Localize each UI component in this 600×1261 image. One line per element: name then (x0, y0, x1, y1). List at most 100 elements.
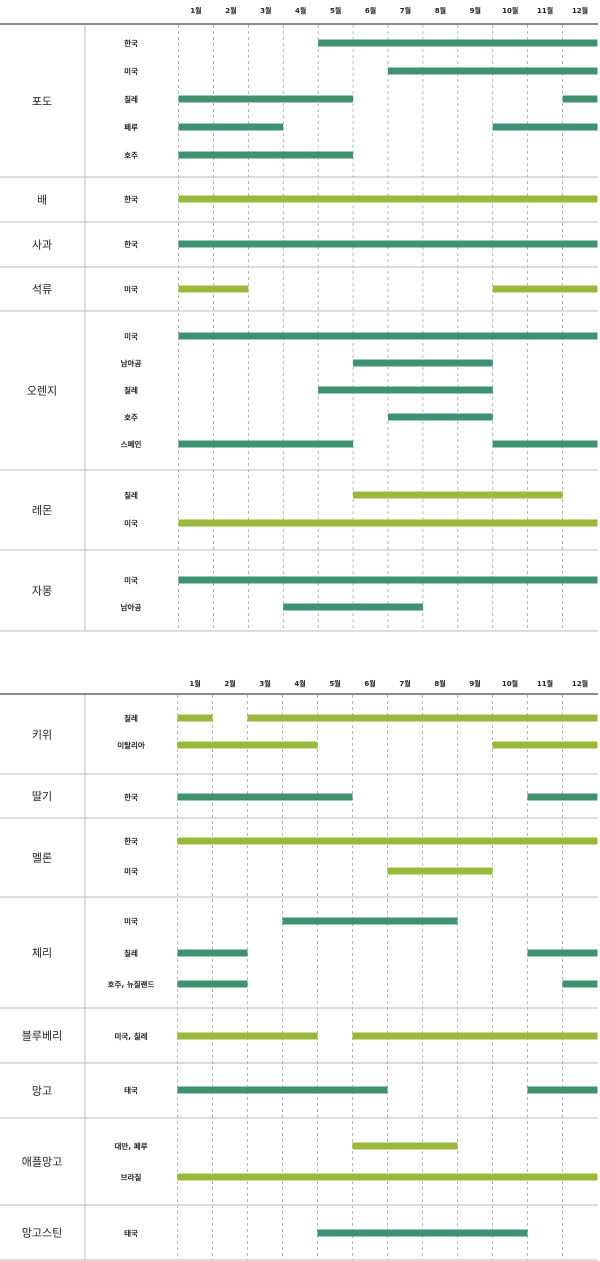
month-label: 9월 (470, 6, 481, 15)
season-bar (178, 240, 598, 248)
month-label: 2월 (224, 679, 235, 688)
season-bar (177, 741, 318, 749)
country-label: 미국 (124, 284, 138, 294)
fruit-label: 체리 (32, 947, 52, 960)
country-label: 스페인 (121, 439, 142, 449)
season-bar (282, 917, 458, 925)
month-label: 1월 (189, 679, 200, 688)
country-label: 미국 (124, 331, 138, 341)
season-bar (527, 1086, 598, 1094)
country-label: 페루 (124, 122, 138, 132)
season-bar (492, 741, 598, 749)
country-label: 미국, 칠레 (114, 1031, 147, 1041)
month-label: 4월 (295, 6, 306, 15)
month-label: 4월 (294, 679, 305, 688)
country-label: 남아공 (121, 602, 142, 612)
season-bar (562, 95, 598, 103)
country-label: 한국 (124, 239, 138, 249)
country-label: 호주 (124, 412, 138, 422)
season-bar (178, 440, 354, 448)
country-label: 칠레 (124, 948, 138, 958)
country-label: 이탈리아 (117, 740, 145, 750)
country-label: 한국 (124, 792, 138, 802)
fruit-label: 자몽 (32, 585, 52, 598)
month-label: 1월 (190, 6, 201, 15)
month-label: 8월 (434, 679, 445, 688)
season-bar (562, 980, 598, 988)
fruit-label: 석류 (32, 283, 52, 296)
season-bar (387, 867, 493, 875)
month-label: 12월 (572, 6, 588, 15)
season-bar (177, 1086, 388, 1094)
country-label: 미국 (124, 575, 138, 585)
month-label: 6월 (364, 679, 375, 688)
season-bar (353, 491, 563, 499)
season-bar (177, 980, 248, 988)
season-bar (177, 949, 248, 957)
country-label: 미국 (124, 866, 138, 876)
season-bar (178, 123, 284, 131)
month-label: 5월 (329, 679, 340, 688)
month-label: 8월 (435, 6, 446, 15)
season-bar (353, 359, 493, 367)
season-bar (177, 714, 213, 722)
country-label: 미국 (124, 66, 138, 76)
season-bar (177, 793, 353, 801)
month-label: 11월 (537, 6, 553, 15)
country-label: 한국 (124, 38, 138, 48)
season-bar (388, 413, 493, 421)
fruit-label: 애플망고 (22, 1156, 62, 1169)
season-bar (177, 1032, 318, 1040)
season-bar (492, 440, 598, 448)
country-label: 브라질 (121, 1172, 142, 1182)
month-label: 3월 (259, 679, 270, 688)
country-label: 한국 (124, 194, 138, 204)
season-bar (492, 123, 598, 131)
country-label: 미국 (124, 518, 138, 528)
month-label: 9월 (469, 679, 480, 688)
country-label: 호주, 뉴질랜드 (108, 979, 155, 989)
fruit-label: 딸기 (32, 790, 52, 803)
country-label: 태국 (124, 1085, 138, 1095)
fruit-label: 포도 (32, 95, 52, 108)
country-label: 태국 (124, 1228, 138, 1238)
country-label: 남아공 (121, 358, 142, 368)
chart-panel-1: 1월 2월 3월 4월 5월 6월 7월 8월 9월 10월 11월 12월포도한국미국칠레페루호주배… (0, 6, 598, 632)
season-bar (178, 285, 249, 293)
season-bar (283, 603, 423, 611)
season-bar (178, 195, 598, 203)
country-label: 호주 (124, 150, 138, 160)
season-bar (388, 67, 598, 75)
fruit-label: 사과 (32, 239, 52, 252)
country-label: 칠레 (124, 490, 138, 500)
season-bar (178, 151, 354, 159)
country-label: 칠레 (124, 385, 138, 395)
month-label: 2월 (225, 6, 236, 15)
season-bar (318, 39, 598, 47)
fruit-label: 망고 (32, 1085, 52, 1098)
month-label: 11월 (537, 679, 553, 688)
season-bar (492, 285, 598, 293)
fruit-label: 레몬 (32, 504, 52, 517)
country-label: 한국 (124, 836, 138, 846)
season-bar (247, 714, 598, 722)
month-label: 5월 (330, 6, 341, 15)
season-bar (178, 332, 598, 340)
month-label: 3월 (260, 6, 271, 15)
fruit-label: 키위 (32, 729, 52, 742)
country-label: 칠레 (124, 713, 138, 723)
season-bar (527, 949, 598, 957)
fruit-label: 블루베리 (22, 1030, 62, 1043)
month-label: 12월 (572, 679, 588, 688)
country-label: 미국 (124, 916, 138, 926)
month-label: 7월 (400, 6, 411, 15)
season-bar (177, 1173, 598, 1181)
fruit-label: 망고스틴 (22, 1227, 62, 1240)
country-label: 칠레 (124, 94, 138, 104)
season-bar (317, 1229, 528, 1237)
season-bar (352, 1142, 458, 1150)
fruit-label: 멜론 (32, 852, 52, 865)
month-label: 10월 (502, 679, 518, 688)
month-label: 6월 (365, 6, 376, 15)
